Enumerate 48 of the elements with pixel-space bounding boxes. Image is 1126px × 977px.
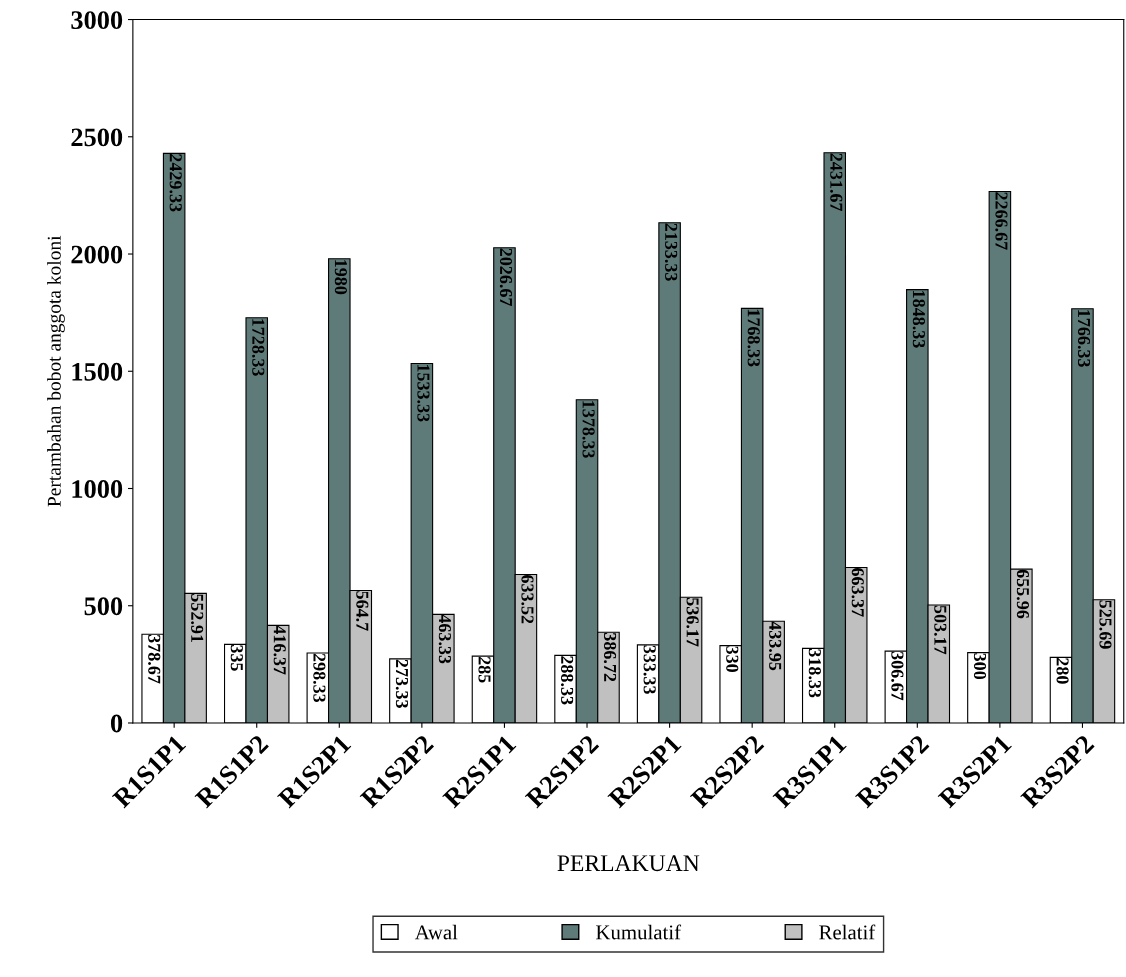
legend-label: Awal — [414, 924, 458, 940]
y-tick-label: 1500 — [72, 362, 123, 381]
data-label: 288.33 — [560, 656, 574, 705]
data-label: 525.69 — [1099, 600, 1112, 649]
y-tick-label: 3000 — [71, 11, 123, 29]
x-axis-title: PERLAKUAN — [557, 855, 700, 872]
data-label: 335 — [230, 645, 243, 671]
data-label: 1533.33 — [417, 364, 430, 422]
data-label: 300 — [973, 653, 987, 680]
data-label: 663.37 — [851, 568, 864, 617]
y-tick-label: 500 — [84, 597, 123, 616]
data-label: 536.17 — [686, 597, 699, 647]
data-label: 463.33 — [438, 614, 451, 664]
data-label: 285 — [478, 656, 491, 683]
data-label: 2026.67 — [499, 248, 513, 307]
data-label: 1728.33 — [252, 319, 265, 376]
data-label: 2133.33 — [665, 223, 678, 281]
data-label: 633.52 — [521, 575, 534, 624]
data-label: 306.67 — [891, 651, 904, 701]
data-label: 1980 — [334, 260, 347, 295]
y-tick-label: 2500 — [71, 128, 123, 147]
y-axis-title: Pertambahan bobot anggota koloni — [47, 235, 65, 507]
data-label: 433.95 — [769, 621, 782, 671]
data-label: 1766.33 — [1077, 310, 1091, 367]
data-label: 1378.33 — [582, 401, 595, 458]
legend-label: Kumulatif — [596, 924, 682, 940]
data-label: 318.33 — [808, 649, 821, 698]
data-label: 330 — [726, 646, 739, 672]
data-label: 655.96 — [1016, 569, 1029, 619]
y-tick-label: 1000 — [72, 480, 123, 498]
legend-label: Relatif — [819, 924, 876, 940]
y-tick-label: 0 — [110, 714, 123, 733]
data-label: 333.33 — [643, 645, 656, 694]
data-label: 386.72 — [603, 632, 617, 682]
data-label: 416.37 — [273, 625, 286, 675]
data-label: 273.33 — [395, 659, 409, 708]
data-label: 298.33 — [313, 653, 326, 703]
data-label: 503.17 — [934, 605, 947, 655]
data-label: 2266.67 — [995, 192, 1008, 250]
data-label: 1768.33 — [747, 309, 760, 367]
data-label: 564.7 — [356, 591, 369, 631]
data-label: 378.67 — [148, 634, 161, 684]
data-label: 2429.33 — [169, 154, 182, 212]
data-label: 1848.33 — [912, 291, 925, 348]
data-label: 552.91 — [191, 594, 204, 643]
data-label: 280 — [1056, 658, 1069, 684]
y-tick-label: 2000 — [71, 245, 123, 264]
data-label: 2431.67 — [830, 153, 843, 212]
